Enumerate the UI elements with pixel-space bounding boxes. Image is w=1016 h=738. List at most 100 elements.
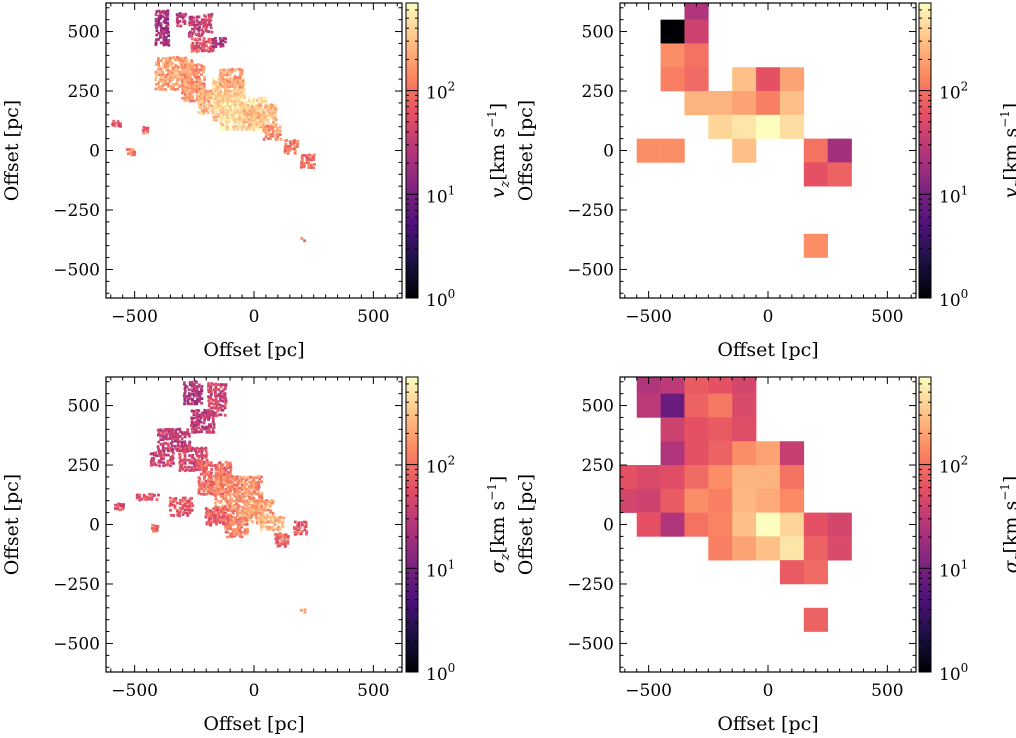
heatmap-pixel: [188, 65, 192, 69]
heatmap-pixel: [253, 487, 256, 490]
heatmap-pixel: [209, 423, 212, 427]
heatmap-pixel: [231, 95, 235, 98]
heatmap-pixel: [255, 485, 258, 489]
heatmap-pixel: [193, 459, 197, 463]
heatmap-pixel: [229, 106, 233, 110]
heatmap-pixel: [295, 530, 299, 533]
heatmap-pixel: [283, 149, 287, 153]
heatmap-pixel: [212, 430, 216, 434]
heatmap-pixel: [273, 113, 277, 117]
heatmap-pixel: [207, 404, 211, 408]
heatmap-pixel: [202, 426, 206, 430]
heatmap-pixel: [204, 461, 208, 464]
heatmap-pixel: [228, 504, 232, 508]
heatmap-pixel: [265, 111, 269, 115]
heatmap-pixel: [255, 115, 259, 119]
heatmap-pixel: [201, 92, 205, 96]
heatmap-pixel: [237, 89, 241, 93]
heatmap-pixel: [226, 523, 229, 526]
heatmap-pixel: [238, 83, 241, 86]
heatmap-pixel: [214, 89, 218, 93]
heatmap-pixel: [207, 520, 211, 524]
heatmap-pixel: [240, 531, 244, 534]
heatmap-pixel: [245, 516, 249, 520]
heatmap-pixel: [159, 79, 163, 83]
heatmap-pixel: [224, 82, 228, 86]
heatmap-pixel: [164, 75, 168, 79]
heatmap-pixel: [142, 125, 146, 129]
heatmap-pixel: [172, 514, 176, 517]
heatmap-pixel: [209, 15, 213, 19]
heatmap-pixel: [200, 111, 204, 115]
heatmap-pixel: [161, 26, 165, 30]
heatmap-pixel: [184, 92, 187, 96]
heatmap-pixel: [209, 23, 212, 27]
heatmap-pixel: [252, 496, 256, 500]
heatmap-cell: [779, 536, 805, 561]
heatmap-pixel: [167, 34, 170, 38]
heatmap-cell: [732, 393, 757, 418]
heatmap-pixel: [231, 123, 234, 127]
colorbar-tick-label-100: 102: [939, 454, 968, 478]
heatmap-pixel: [179, 83, 183, 87]
heatmap-pixel: [181, 96, 184, 100]
heatmap-pixel: [175, 509, 179, 513]
heatmap-pixel: [188, 381, 192, 384]
heatmap-pixel: [183, 504, 187, 508]
heatmap-cell: [660, 138, 685, 163]
heatmap-pixel: [229, 534, 233, 538]
heatmap-pixel: [305, 530, 309, 534]
heatmap-pixel: [269, 132, 273, 136]
heatmap-pixel: [276, 135, 280, 139]
heatmap-pixel: [228, 120, 232, 123]
heatmap-pixel: [226, 527, 230, 531]
heatmap-pixel: [203, 408, 207, 412]
heatmap-pixel: [303, 528, 307, 532]
heatmap-pixel: [181, 513, 185, 517]
heatmap-pixel: [252, 481, 256, 484]
heatmap-pixel: [243, 116, 247, 120]
heatmap-pixel: [221, 109, 225, 113]
heatmap-pixel: [264, 115, 268, 119]
heatmap-pixel: [202, 46, 206, 50]
heatmap-pixel: [219, 127, 223, 131]
heatmap-pixel: [200, 387, 203, 391]
heatmap-pixel: [233, 68, 237, 72]
heatmap-pixel: [195, 454, 199, 457]
heatmap-pixel: [197, 415, 200, 419]
heatmap-pixel: [202, 97, 206, 101]
heatmap-pixel: [279, 138, 283, 141]
heatmap-pixel: [157, 440, 161, 444]
heatmap-pixel: [245, 522, 249, 526]
heatmap-pixel: [168, 496, 172, 500]
heatmap-pixel: [229, 468, 233, 472]
heatmap-pixel: [191, 392, 194, 396]
heatmap-pixel: [235, 125, 239, 128]
heatmap-pixel: [231, 475, 234, 478]
heatmap-pixel: [235, 90, 239, 94]
heatmap-pixel: [228, 515, 232, 519]
heatmap-pixel: [157, 71, 160, 75]
heatmap-pixel: [248, 518, 252, 522]
heatmap-pixel: [191, 456, 194, 459]
heatmap-pixel: [223, 470, 227, 474]
heatmap-pixel: [219, 122, 223, 126]
heatmap-pixel: [233, 121, 237, 125]
heatmap-pixel: [249, 476, 253, 479]
heatmap-pixel: [260, 525, 264, 529]
heatmap-pixel: [153, 494, 156, 497]
heatmap-pixel: [219, 89, 223, 93]
heatmap-pixel: [185, 75, 189, 79]
heatmap-pixel: [176, 435, 180, 439]
heatmap-pixel: [180, 80, 184, 83]
heatmap-pixel: [203, 78, 206, 81]
heatmap-pixel: [233, 509, 237, 512]
heatmap-pixel: [207, 518, 211, 522]
heatmap-pixel: [255, 476, 259, 480]
colorbar-tick-label-1: 100: [426, 661, 455, 685]
colorbar-tick-label-1: 100: [939, 661, 968, 685]
heatmap-pixel: [247, 502, 251, 505]
heatmap-pixel: [245, 118, 249, 122]
heatmap-pixel: [173, 88, 177, 91]
heatmap-pixel: [224, 468, 228, 472]
